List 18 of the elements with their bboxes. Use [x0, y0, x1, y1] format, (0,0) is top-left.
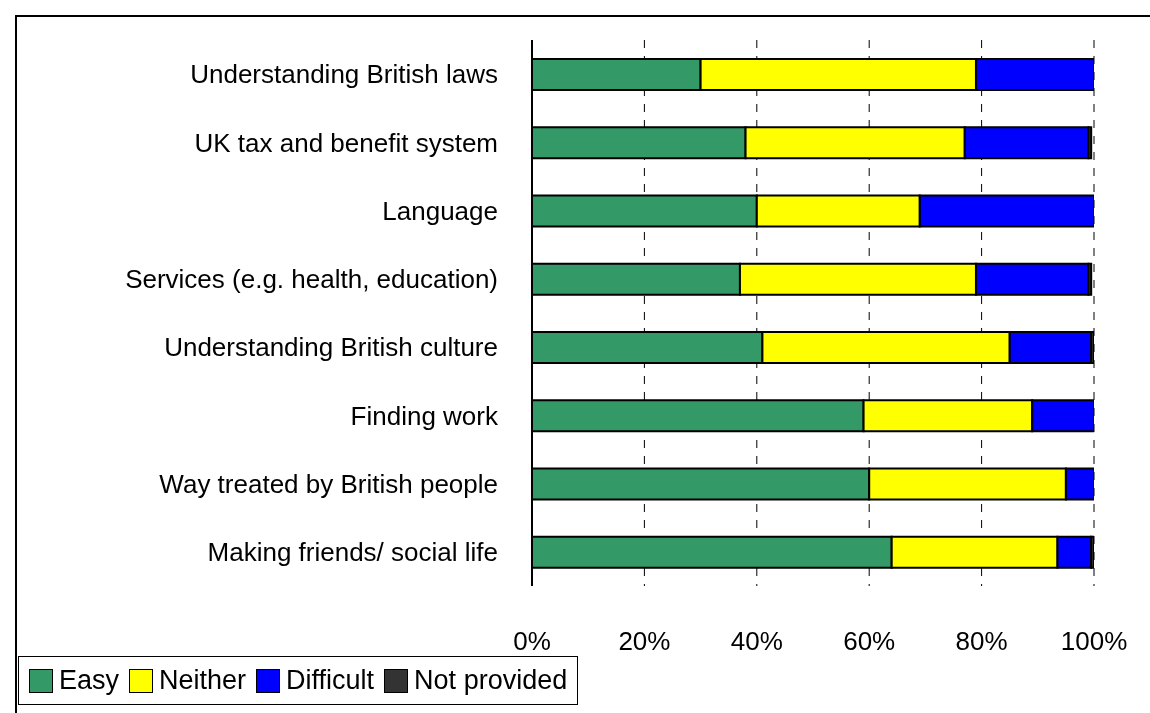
legend-label: Not provided — [414, 665, 568, 696]
x-tick-label: 100% — [1060, 626, 1128, 657]
y-tick-label: Language — [382, 195, 498, 226]
x-tick-label: 40% — [730, 626, 783, 657]
y-tick-label: Making friends/ social life — [207, 537, 498, 568]
y-tick-label: UK tax and benefit system — [194, 127, 498, 158]
x-tick-label: 80% — [955, 626, 1008, 657]
legend-label: Neither — [159, 665, 247, 696]
y-tick-label: Understanding British culture — [164, 332, 498, 363]
legend-label: Easy — [59, 665, 120, 696]
y-tick-label: Understanding British laws — [190, 59, 498, 90]
y-tick-label: Services (e.g. health, education) — [125, 264, 498, 295]
legend-label: Difficult — [286, 665, 375, 696]
x-tick-label: 0% — [513, 626, 551, 657]
x-tick-label: 20% — [618, 626, 671, 657]
y-tick-label: Finding work — [350, 400, 499, 431]
x-tick-label: 60% — [843, 626, 896, 657]
y-tick-label: Way treated by British people — [159, 468, 498, 499]
